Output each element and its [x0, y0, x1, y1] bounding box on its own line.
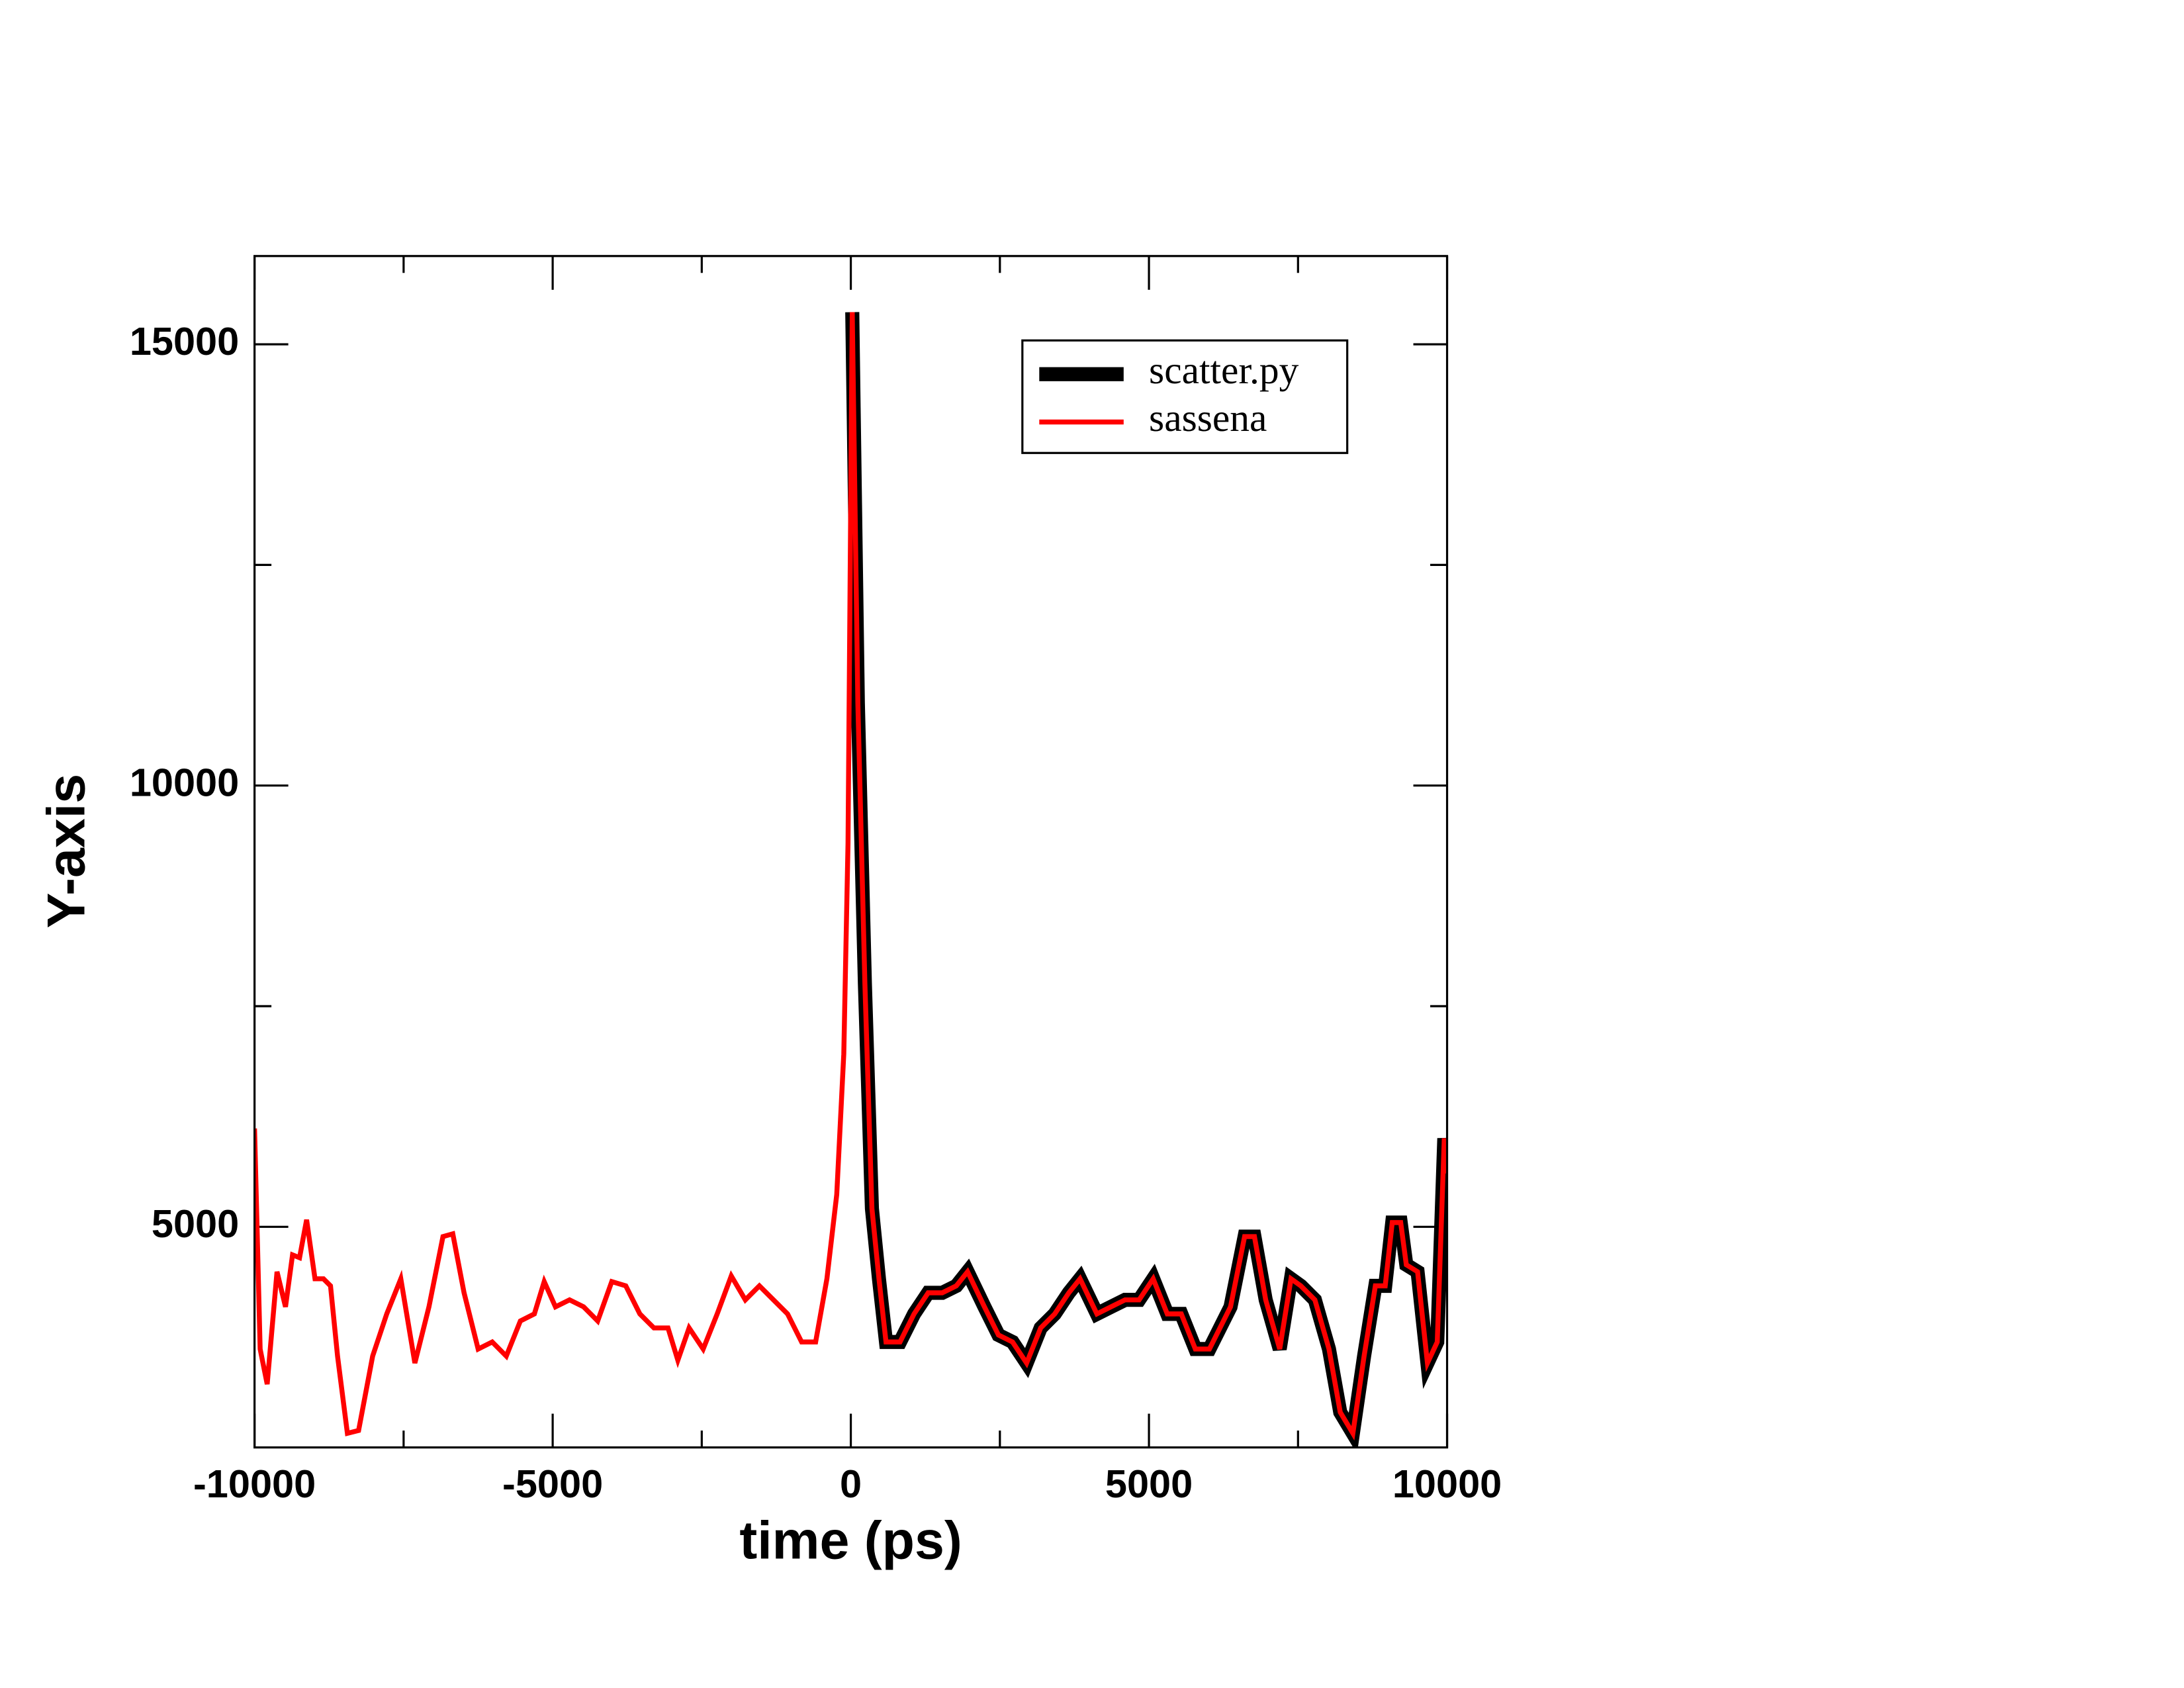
x-axis-title: time (ps): [739, 1511, 962, 1571]
x-tick-label: 0: [840, 1462, 862, 1506]
plot-area: [254, 312, 1447, 1448]
line-series: [254, 312, 1447, 1441]
y-tick-label: 10000: [130, 760, 239, 804]
x-tick-label: -10000: [193, 1462, 316, 1506]
x-tick-label: 5000: [1105, 1462, 1193, 1506]
plot-frame: [253, 255, 1449, 1449]
y-tick-label: 15000: [130, 319, 239, 363]
y-axis-title: Y-axis: [37, 774, 97, 928]
legend-label: sassena: [1149, 396, 1267, 440]
legend-box: [1021, 339, 1349, 454]
legend-label: scatter.py: [1149, 348, 1299, 392]
x-tick-label: 10000: [1392, 1462, 1502, 1506]
y-tick-label: 5000: [152, 1201, 239, 1246]
x-tick-label: -5000: [502, 1462, 603, 1506]
